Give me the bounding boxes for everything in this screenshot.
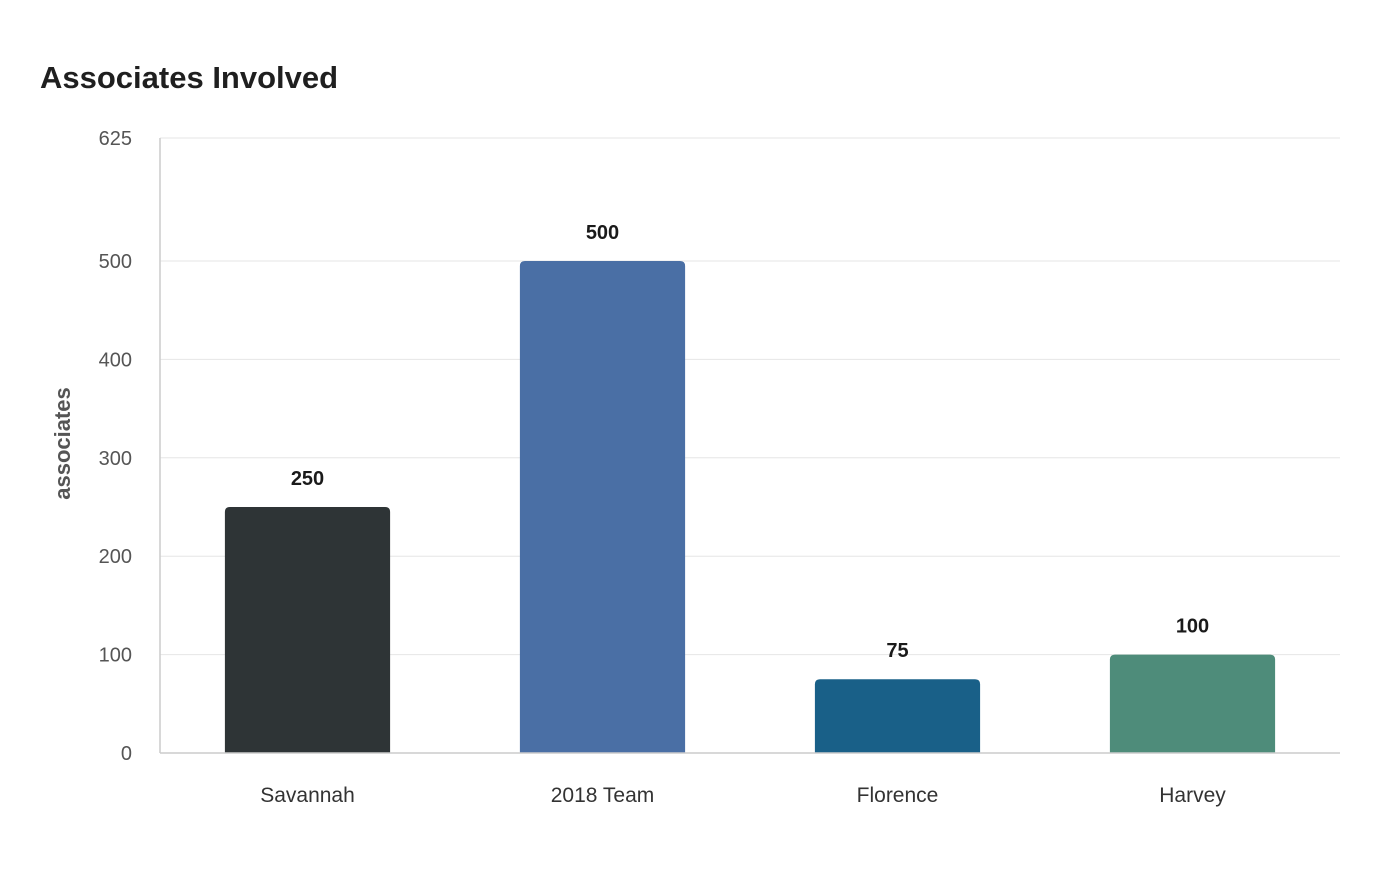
- data-label: 250: [291, 468, 324, 490]
- bar-2018-team: [519, 261, 686, 753]
- y-tick-label: 625: [99, 128, 132, 150]
- bar-savannah: [224, 507, 391, 753]
- bar-harvey: [1109, 654, 1276, 753]
- bars: [224, 261, 1276, 753]
- y-axis-label: associates: [50, 387, 75, 500]
- x-tick-label: Savannah: [260, 784, 355, 807]
- y-tick-label: 300: [99, 448, 132, 470]
- chart-title: Associates Involved: [40, 60, 339, 95]
- data-labels: 250 500 75 100: [291, 222, 1209, 662]
- axes: 0 100 200 300 400 500 625 Savannah 2018 Team Flor…: [99, 128, 1340, 807]
- x-tick-label: 2018 Team: [551, 784, 655, 807]
- x-tick-label: Harvey: [1159, 784, 1226, 807]
- y-tick-label: 100: [99, 645, 132, 667]
- y-tick-label: 200: [99, 546, 132, 568]
- data-label: 75: [886, 640, 908, 662]
- y-tick-label: 500: [99, 251, 132, 273]
- data-label: 100: [1176, 616, 1209, 638]
- y-tick-label: 400: [99, 349, 132, 371]
- data-label: 500: [586, 222, 619, 244]
- y-tick-label: 0: [121, 743, 132, 765]
- bar-florence: [814, 679, 981, 753]
- x-tick-label: Florence: [857, 784, 939, 807]
